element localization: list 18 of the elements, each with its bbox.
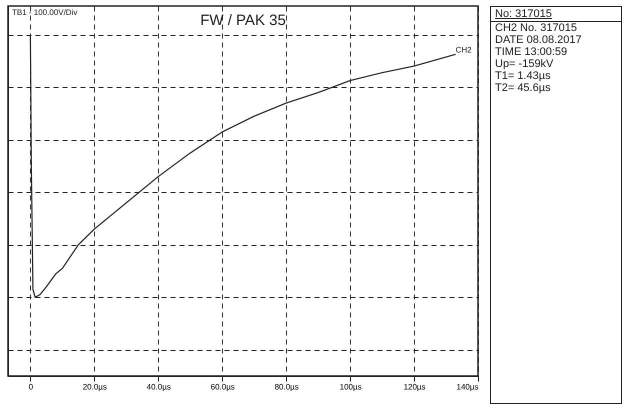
series-label: CH2 xyxy=(456,45,472,54)
text: No: 317015 xyxy=(491,7,621,22)
text: T2= 45.6µs xyxy=(494,82,552,94)
x-tick-label: 60.0µs xyxy=(210,382,235,392)
x-tick-label: 80.0µs xyxy=(274,382,299,392)
x-tick-label: 20.0µs xyxy=(82,382,107,392)
text: TIME 13:00:59 xyxy=(494,46,568,58)
x-tick-label: 100µs xyxy=(340,382,362,392)
text: T1= 1.43µs xyxy=(494,70,552,82)
text: CH2 No. 317015 xyxy=(494,22,578,34)
text: Up= -159kV xyxy=(494,58,554,70)
text: TB1 - 100.00V/Div xyxy=(12,8,78,17)
chart-title: FW / PAK 35 xyxy=(200,12,286,29)
text: DATE 08.08.2017 xyxy=(494,34,583,46)
x-tick-label: 120µs xyxy=(404,382,426,392)
x-tick-label: 40.0µs xyxy=(146,382,171,392)
x-tick-label: 0 xyxy=(28,382,34,392)
x-tick-label: 140µs xyxy=(456,382,478,392)
